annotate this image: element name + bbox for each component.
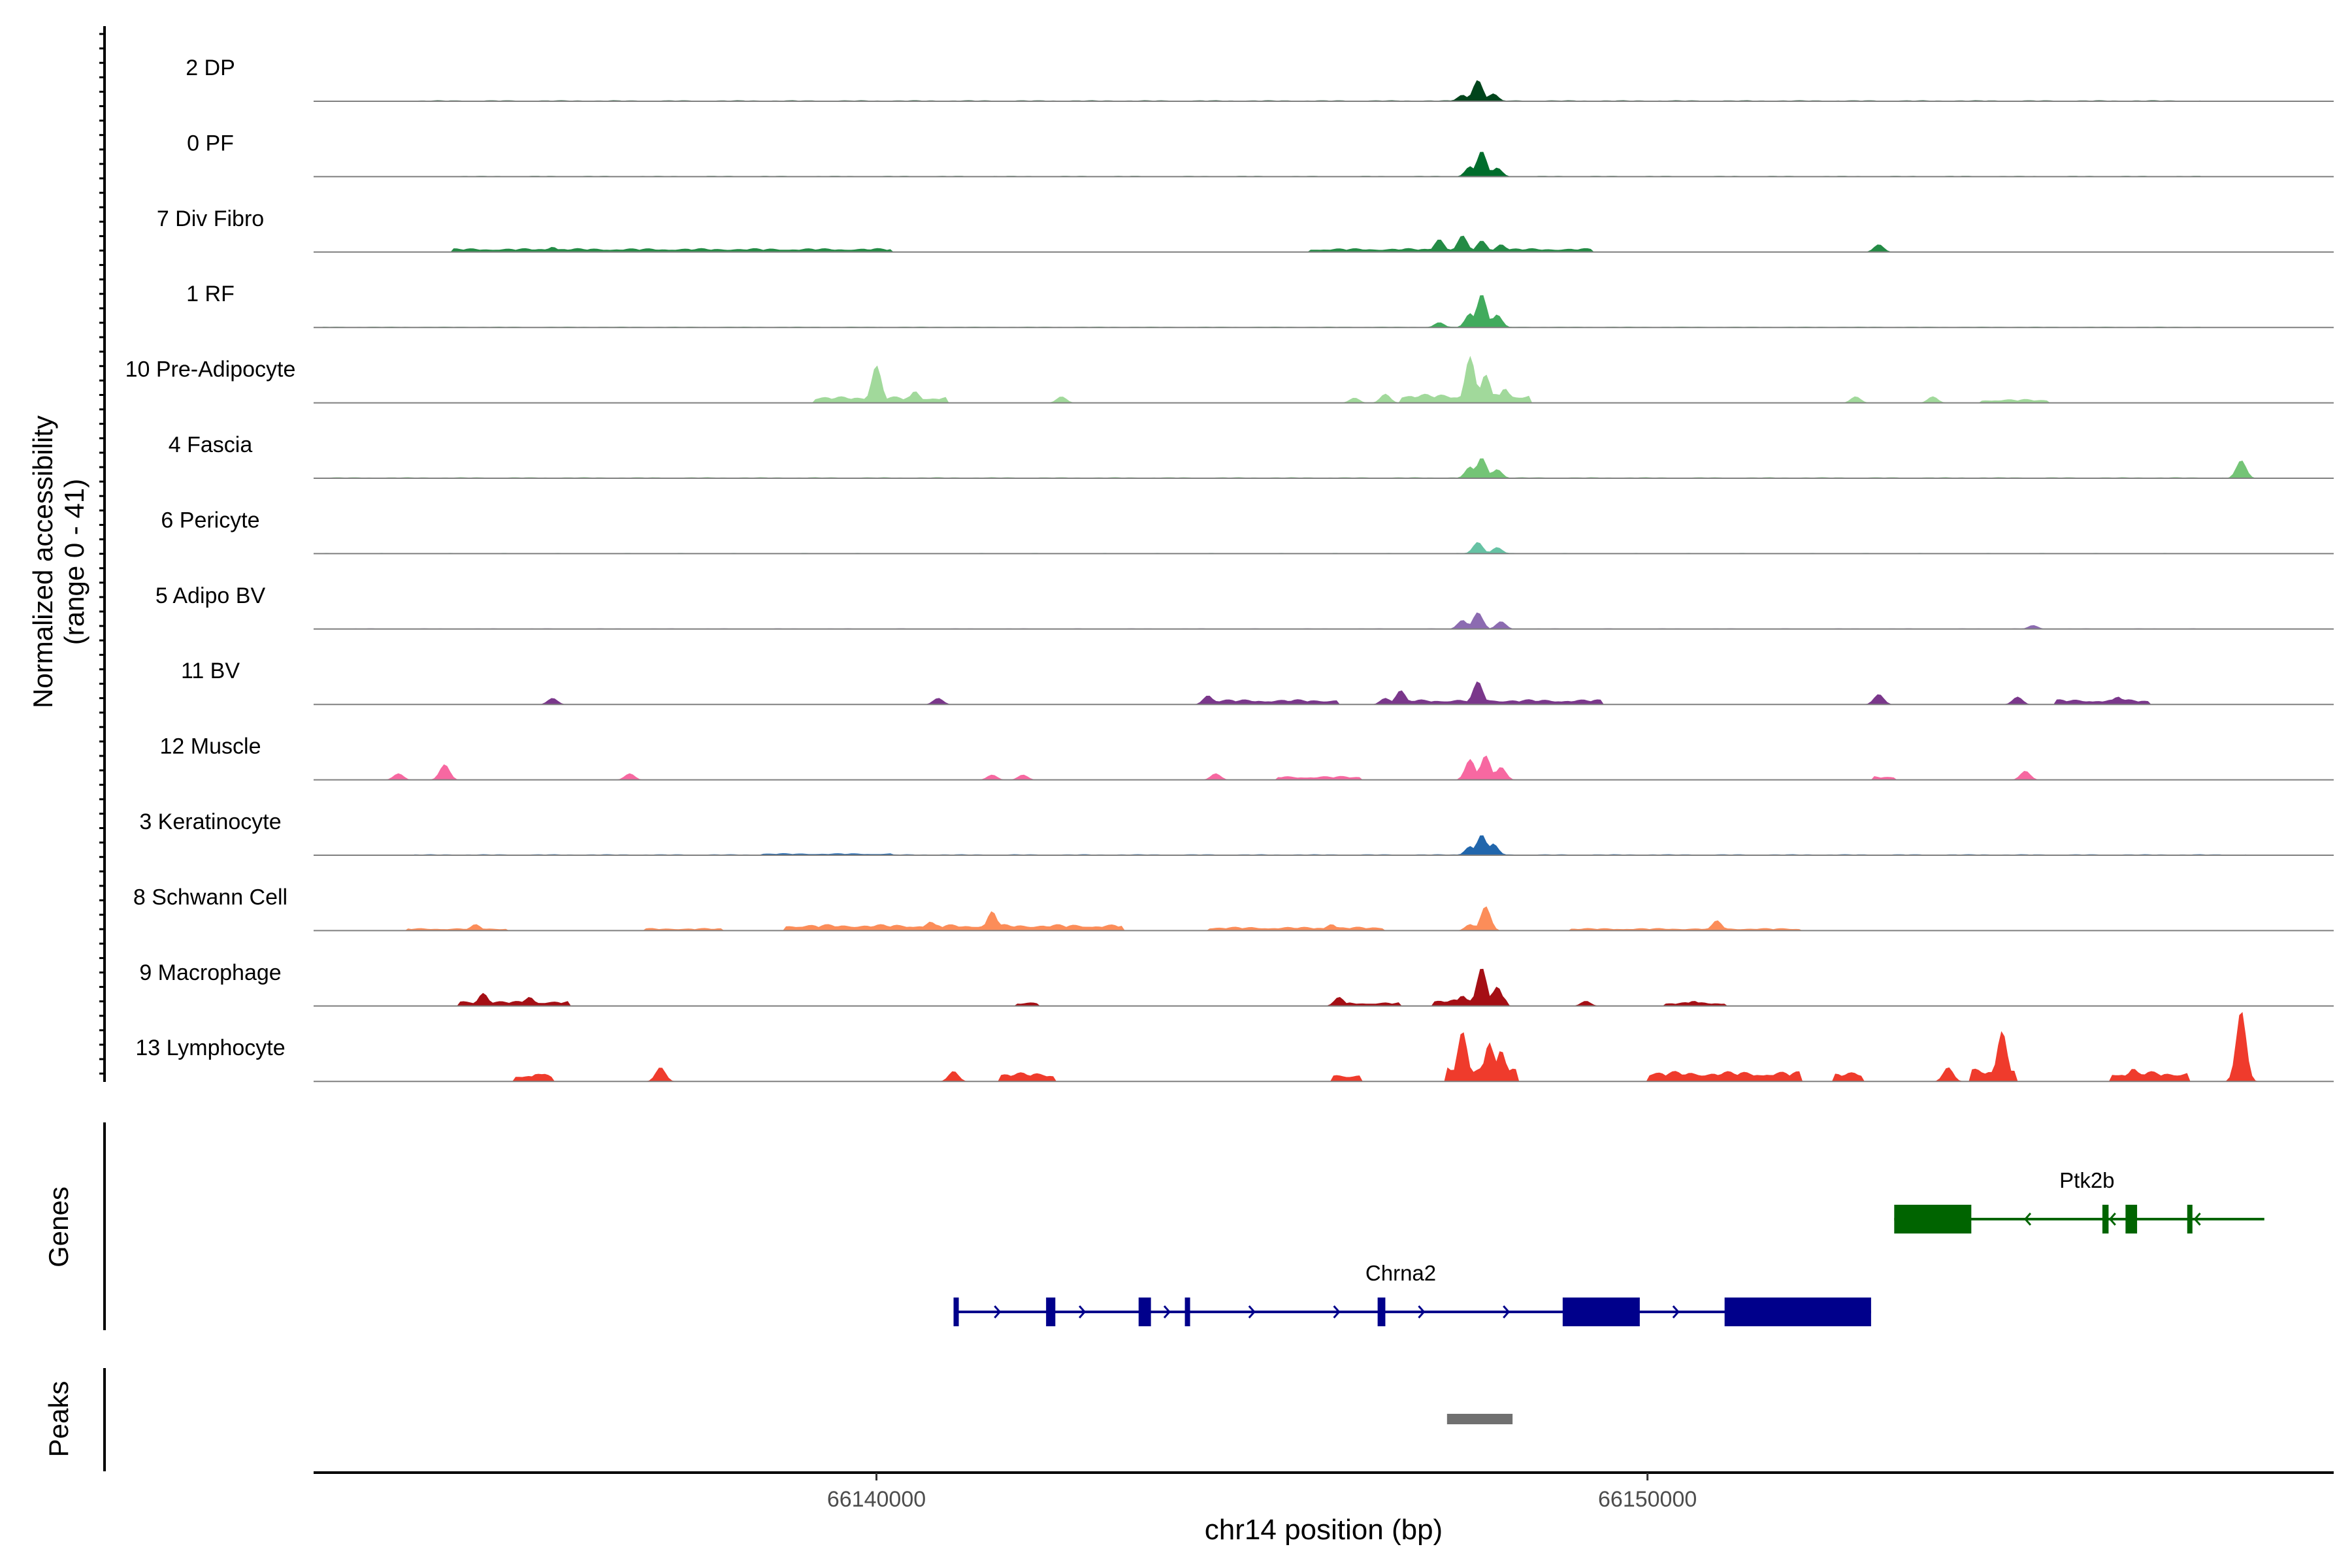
track-label: 8 Schwann Cell [133, 885, 287, 909]
genes-panel-title: Genes [43, 1186, 74, 1267]
strand-arrow [1503, 1305, 1511, 1318]
track-label: 4 Fascia [169, 433, 253, 457]
track-label: 10 Pre-Adipocyte [125, 357, 296, 382]
track-label: 5 Adipo BV [155, 583, 266, 608]
x-tick-label: 66140000 [827, 1487, 926, 1512]
coverage-area [314, 906, 2334, 931]
track-label: 0 PF [187, 131, 234, 155]
gene-exon [1724, 1298, 1871, 1326]
y-axis-title-line2: (range 0 - 41) [59, 479, 90, 645]
track-1: 2 DP [186, 56, 2334, 102]
y-axis-title-line1: Normalized accessibility [27, 416, 58, 708]
track-label: 12 Muscle [160, 734, 261, 759]
track-5: 10 Pre-Adipocyte [125, 355, 2334, 404]
track-label: 2 DP [186, 56, 235, 80]
coverage-area [314, 355, 2334, 403]
coverage-area [314, 755, 2334, 780]
gene-ptk2b: Ptk2b [1894, 1168, 2264, 1233]
track-label: 1 RF [186, 282, 235, 306]
track-10: 12 Muscle [160, 734, 2334, 781]
coverage-area [314, 542, 2334, 554]
track-label: 3 Keratinocyte [139, 809, 281, 834]
track-13: 9 Macrophage [139, 960, 2334, 1007]
track-4: 1 RF [186, 282, 2334, 329]
coverage-area [314, 612, 2334, 629]
gene-exon [953, 1298, 959, 1326]
x-axis: 66140000 66150000 chr14 position (bp) [314, 1471, 2334, 1546]
strand-arrow [1163, 1305, 1171, 1318]
coverage-area [314, 968, 2334, 1006]
strand-arrow [2108, 1213, 2116, 1226]
coverage-area [314, 835, 2334, 855]
gene-exon [1894, 1205, 1972, 1233]
genes-panel: Genes Chrna2 Ptk2b [43, 1122, 2264, 1330]
gene-exon [1562, 1298, 1640, 1326]
coverage-area [314, 681, 2334, 705]
strand-arrow [1079, 1305, 1086, 1318]
track-label: 7 Div Fibro [157, 206, 264, 231]
track-label: 11 BV [181, 659, 240, 683]
track-9: 11 BV [181, 659, 2334, 706]
gene-exon [2102, 1205, 2109, 1233]
track-label: 9 Macrophage [139, 960, 281, 985]
peaks-panel-title: Peaks [43, 1381, 74, 1458]
strand-arrow [1418, 1305, 1426, 1318]
coverage-area [314, 1012, 2334, 1082]
track-3: 7 Div Fibro [157, 206, 2334, 253]
gene-chrna2: Chrna2 [953, 1261, 1871, 1326]
track-7: 6 Pericyte [161, 508, 2334, 555]
coverage-area [314, 458, 2334, 478]
track-label: 13 Lymphocyte [135, 1036, 285, 1060]
track-11: 3 Keratinocyte [139, 809, 2334, 856]
gene-exon [2125, 1205, 2138, 1233]
gene-exon [2187, 1205, 2193, 1233]
y-axis [99, 26, 106, 1082]
coverage-area [314, 152, 2334, 177]
peaks-panel: Peaks [43, 1368, 1513, 1471]
gene-label: Ptk2b [2059, 1168, 2114, 1192]
gene-exon [1377, 1298, 1386, 1326]
coverage-area [314, 295, 2334, 328]
x-tick-label: 66150000 [1598, 1487, 1697, 1512]
y-axis-title: Normalized accessibility (range 0 - 41) [27, 416, 90, 708]
track-8: 5 Adipo BV [155, 583, 2334, 630]
coverage-area [314, 235, 2334, 252]
track-14: 13 Lymphocyte [135, 1012, 2334, 1083]
strand-arrow [1672, 1305, 1680, 1318]
track-2: 0 PF [187, 131, 2334, 178]
x-axis-title: chr14 position (bp) [1205, 1514, 1443, 1546]
gene-label: Chrna2 [1365, 1261, 1436, 1285]
track-label: 6 Pericyte [161, 508, 259, 532]
gene-exon [1138, 1298, 1151, 1326]
coverage-tracks: 2 DP 0 PF 7 Div Fibro 1 RF 10 Pre-Adipocyte 4… [125, 56, 2334, 1083]
coverage-area [314, 80, 2334, 101]
track-6: 4 Fascia [169, 433, 2334, 479]
gene-exon [1184, 1298, 1190, 1326]
peak-region [1446, 1414, 1513, 1424]
strand-arrow [2193, 1213, 2201, 1226]
track-12: 8 Schwann Cell [133, 885, 2334, 932]
gene-exon [1046, 1298, 1056, 1326]
strand-arrow [994, 1305, 1002, 1318]
strand-arrow [2023, 1213, 2032, 1226]
strand-arrow [1333, 1305, 1341, 1318]
strand-arrow [1248, 1305, 1256, 1318]
